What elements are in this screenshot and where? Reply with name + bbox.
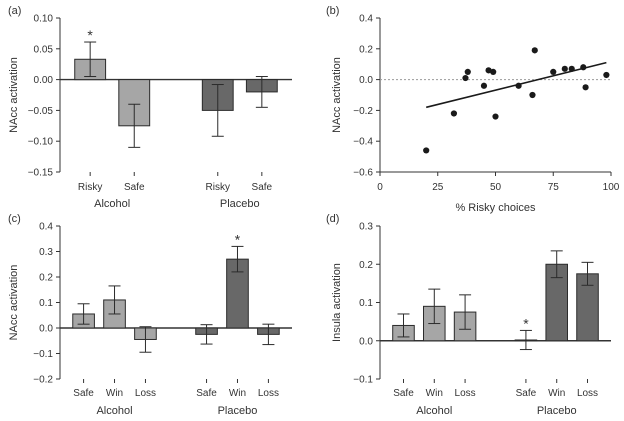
scatter-point [490, 68, 497, 75]
x-tick-label: Loss [258, 388, 279, 399]
y-tick-label: 0.3 [39, 247, 53, 258]
scatter-point [582, 84, 589, 91]
scatter-point [423, 147, 430, 154]
scatter-point [561, 65, 568, 72]
y-tick-label: −0.2 [33, 375, 53, 386]
x-tick-label: Win [229, 388, 246, 399]
y-tick-label: −0.05 [28, 106, 54, 117]
group-label-placebo: Placebo [537, 405, 577, 417]
y-axis-label: Insula activation [331, 263, 343, 342]
scatter-point [603, 71, 610, 79]
x-axis-label: % Risky choices [455, 202, 536, 214]
y-tick-label: 0.2 [359, 260, 373, 271]
scatter-point [529, 91, 536, 99]
y-tick-label: 0.0 [359, 336, 373, 347]
scatter-point [550, 68, 557, 75]
y-tick-label: 0.00 [34, 75, 54, 86]
group-label-alcohol: Alcohol [94, 198, 130, 210]
x-tick-label: Win [548, 388, 565, 399]
y-axis-label: NAcc activation [8, 57, 20, 133]
significance-star: * [87, 27, 93, 43]
scatter-point [580, 64, 587, 71]
y-tick-label: 0.3 [359, 222, 373, 233]
x-tick-label: 50 [490, 182, 502, 193]
x-tick-label: Loss [577, 388, 598, 399]
y-axis-label: NAcc activation [8, 265, 20, 341]
x-tick-label: Safe [252, 182, 273, 193]
x-tick-label: 75 [548, 182, 560, 193]
x-tick-label: 0 [377, 182, 383, 193]
group-label-placebo: Placebo [220, 198, 260, 210]
x-tick-label: Safe [393, 388, 414, 399]
group-label-alcohol: Alcohol [416, 405, 452, 417]
y-tick-label: 0.1 [359, 298, 373, 309]
x-tick-label: Risky [206, 182, 230, 193]
scatter-point [568, 65, 575, 72]
x-tick-label: 25 [432, 182, 444, 193]
y-axis-label: NAcc activation [331, 57, 343, 133]
y-tick-label: 0.2 [39, 273, 53, 284]
scatter-point [450, 110, 458, 117]
x-tick-label: Safe [124, 182, 145, 193]
y-tick-label: 0.2 [359, 44, 373, 55]
y-tick-label: 0.1 [39, 298, 53, 309]
x-tick-label: Win [426, 388, 443, 399]
y-tick-label: 0.10 [34, 14, 54, 25]
y-tick-label: −0.1 [33, 349, 53, 360]
x-tick-label: Risky [78, 182, 102, 193]
y-tick-label: −0.2 [353, 106, 373, 117]
x-tick-label: Safe [196, 388, 217, 399]
scatter-point [480, 82, 488, 89]
significance-star: * [523, 315, 529, 331]
panel-label: (a) [8, 5, 21, 17]
y-tick-label: −0.1 [353, 375, 373, 386]
panel-label: (b) [326, 5, 339, 17]
y-tick-label: 0.0 [39, 324, 53, 335]
group-label-placebo: Placebo [218, 405, 258, 417]
x-tick-label: Safe [73, 388, 94, 399]
x-tick-label: Loss [455, 388, 476, 399]
scatter-point [531, 47, 538, 54]
x-tick-label: Win [106, 388, 123, 399]
y-tick-label: −0.6 [353, 168, 373, 179]
y-tick-label: 0.4 [39, 222, 53, 233]
scatter-point [464, 68, 471, 75]
scatter-point [462, 74, 469, 82]
significance-star: * [235, 231, 241, 247]
x-tick-label: 100 [603, 182, 620, 193]
y-tick-label: −0.10 [28, 137, 54, 148]
panel-label: (c) [8, 213, 21, 225]
y-tick-label: −0.4 [353, 137, 373, 148]
y-tick-label: 0.0 [359, 75, 373, 86]
scatter-point [492, 113, 499, 120]
panel-label: (d) [326, 213, 339, 225]
x-tick-label: Loss [135, 388, 156, 399]
scatter-point [515, 82, 522, 89]
y-tick-label: 0.05 [34, 44, 54, 55]
y-tick-label: 0.4 [359, 14, 373, 25]
x-tick-label: Safe [516, 388, 537, 399]
y-tick-label: −0.15 [28, 168, 54, 179]
group-label-alcohol: Alcohol [96, 405, 132, 417]
